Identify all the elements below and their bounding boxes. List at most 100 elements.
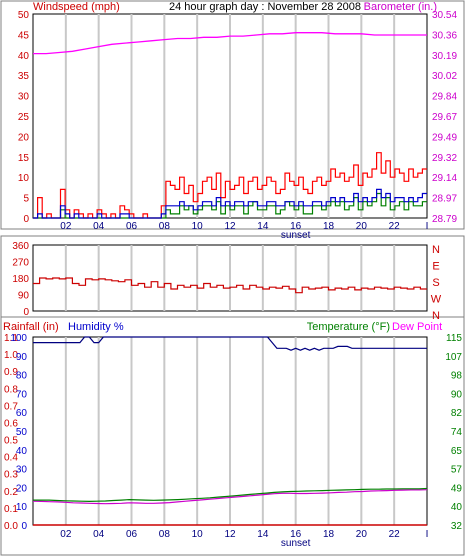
rainfall-axis-title: Rainfall (in) bbox=[3, 321, 59, 333]
barometer-tick-label: 28.97 bbox=[432, 194, 457, 205]
rain-tick-label: 0.7 bbox=[4, 401, 18, 412]
barometer-tick-label: 30.54 bbox=[432, 10, 457, 21]
temperature-tick-label: 32 bbox=[451, 521, 463, 532]
wind-tick-label: 0 bbox=[23, 214, 29, 225]
temperature-tick-label: 90 bbox=[451, 389, 463, 400]
wind-series bbox=[33, 32, 427, 219]
x-tick-label: 12 bbox=[224, 529, 236, 540]
rain-tick-label: 0.5 bbox=[4, 436, 18, 447]
temperature-axis-title: Temperature (°F) bbox=[307, 321, 390, 333]
direction-tick-label: 360 bbox=[12, 241, 29, 252]
humidity-tick-label: 80 bbox=[16, 371, 28, 382]
barometer-axis-title: Barometer (in.) bbox=[364, 1, 437, 13]
x-tick-label: 16 bbox=[290, 221, 302, 232]
barometer-tick-label: 29.14 bbox=[432, 173, 457, 184]
compass-label: W bbox=[431, 294, 442, 306]
compass-label: N bbox=[432, 310, 440, 322]
x-tick-label: 02 bbox=[60, 529, 72, 540]
x-tick-label: 20 bbox=[356, 221, 368, 232]
humidity-tick-label: 20 bbox=[16, 483, 28, 494]
x-tick-label: I bbox=[426, 221, 429, 232]
x-tick-label: 10 bbox=[192, 221, 204, 232]
humidity-axis-title: Humidity % bbox=[68, 321, 124, 333]
x-tick-label: 12 bbox=[224, 221, 236, 232]
barometer-tick-label: 30.19 bbox=[432, 51, 457, 62]
x-tick-label: 20 bbox=[356, 529, 368, 540]
wind-tick-label: 20 bbox=[18, 132, 30, 143]
barometer-tick-label: 29.32 bbox=[432, 153, 457, 164]
rain-tick-label: 0.4 bbox=[4, 453, 18, 464]
humidity-tick-label: 10 bbox=[16, 502, 28, 513]
climate-series bbox=[32, 336, 428, 526]
compass-label: N bbox=[432, 244, 440, 256]
barometer-tick-label: 29.49 bbox=[432, 132, 457, 143]
humidity-tick-label: 60 bbox=[16, 408, 28, 419]
dewpoint-axis-title: Dew Point bbox=[392, 321, 442, 333]
direction-gridlines bbox=[64, 245, 396, 311]
temperature-tick-label: 115 bbox=[446, 333, 462, 344]
x-tick-label: 16 bbox=[290, 529, 302, 540]
wind-axis-title: Windspeed (mph) bbox=[33, 1, 120, 13]
wind-tick-label: 50 bbox=[18, 10, 30, 21]
rain-tick-label: 1.1 bbox=[4, 333, 18, 344]
dewpoint-line bbox=[32, 489, 428, 505]
x-tick-label: 18 bbox=[323, 529, 335, 540]
humidity-tick-label: 100 bbox=[10, 333, 27, 344]
humidity-tick-label: 30 bbox=[16, 465, 28, 476]
x-tick-label: 22 bbox=[389, 221, 401, 232]
humidity-tick-label: 0 bbox=[21, 521, 27, 532]
x-tick-label: 02 bbox=[60, 221, 72, 232]
direction-tick-label: 0 bbox=[23, 307, 29, 318]
x-tick-label: 14 bbox=[257, 221, 269, 232]
compass-label: S bbox=[432, 277, 439, 289]
x-tick-label: I bbox=[426, 529, 429, 540]
wind-tick-label: 35 bbox=[18, 71, 30, 82]
direction-tick-label: 270 bbox=[12, 258, 29, 269]
wind-tick-label: 30 bbox=[18, 92, 30, 103]
rain-tick-label: 0.2 bbox=[4, 487, 18, 498]
x-tick-label: 04 bbox=[93, 529, 105, 540]
x-tick-label: 14 bbox=[257, 529, 269, 540]
humidity-tick-label: 50 bbox=[16, 427, 28, 438]
rain-tick-label: 0.0 bbox=[4, 521, 18, 532]
x-tick-label: 22 bbox=[389, 529, 401, 540]
sunset-label: sunset bbox=[281, 538, 311, 549]
direction-tick-label: 90 bbox=[18, 291, 30, 302]
temperature-tick-label: 74 bbox=[451, 427, 463, 438]
wind-tick-label: 25 bbox=[18, 112, 30, 123]
x-tick-label: 18 bbox=[323, 221, 335, 232]
rain-tick-label: 0.8 bbox=[4, 384, 18, 395]
wind-gridlines bbox=[64, 14, 396, 218]
wind-tick-label: 40 bbox=[18, 51, 30, 62]
rain-tick-label: 0.3 bbox=[4, 470, 18, 481]
x-tick-label: 10 bbox=[192, 529, 204, 540]
sunset-label: sunset bbox=[281, 230, 311, 241]
gust-line bbox=[33, 152, 427, 219]
direction-series bbox=[33, 277, 427, 294]
humidity-line bbox=[33, 336, 427, 351]
barometer-tick-label: 30.02 bbox=[432, 71, 457, 82]
x-tick-label: 04 bbox=[93, 221, 105, 232]
wind-direction-line bbox=[33, 277, 427, 294]
average-wind-line bbox=[33, 188, 427, 219]
rain-tick-label: 0.6 bbox=[4, 418, 18, 429]
temperature-tick-label: 49 bbox=[451, 483, 463, 494]
rain-tick-label: 1.0 bbox=[4, 350, 18, 361]
humidity-tick-label: 90 bbox=[16, 352, 28, 363]
wind-tick-label: 5 bbox=[23, 194, 29, 205]
climate-gridlines bbox=[64, 337, 396, 525]
humidity-tick-label: 40 bbox=[16, 446, 28, 457]
wind-tick-label: 10 bbox=[18, 173, 30, 184]
wind-tick-label: 15 bbox=[18, 153, 30, 164]
compass-label: E bbox=[432, 261, 439, 273]
x-tick-label: 06 bbox=[126, 529, 138, 540]
barometer-line bbox=[33, 32, 427, 55]
direction-tick-label: 180 bbox=[12, 274, 29, 285]
barometer-tick-label: 29.67 bbox=[432, 112, 457, 123]
temperature-tick-label: 98 bbox=[451, 371, 463, 382]
